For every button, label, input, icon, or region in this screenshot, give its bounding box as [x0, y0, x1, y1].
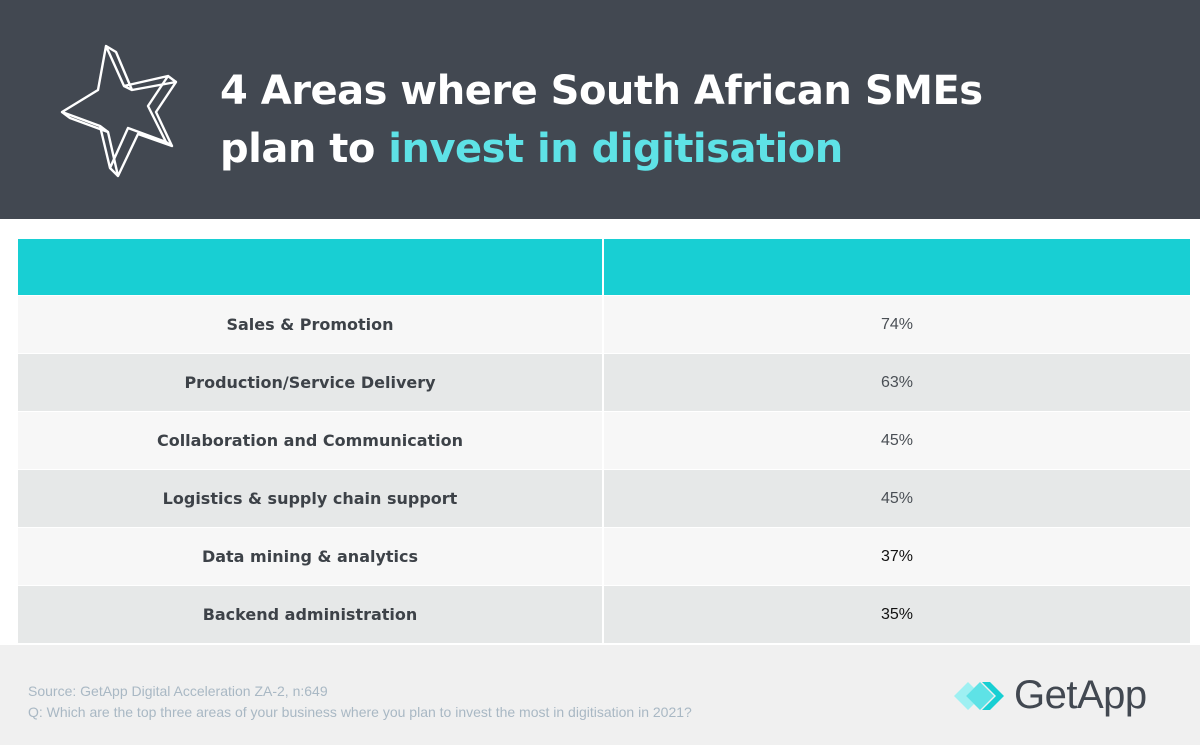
- page-title: 4 Areas where South African SMEs plan to…: [220, 62, 1180, 178]
- row-category: Logistics & supply chain support: [18, 469, 604, 527]
- table-row: Backend administration 35%: [18, 585, 1190, 643]
- table-row: Logistics & supply chain support 45%: [18, 469, 1190, 527]
- row-category: Backend administration: [18, 585, 604, 643]
- header-cell-value: [604, 239, 1190, 295]
- question-text: Q: Which are the top three areas of your…: [28, 704, 692, 720]
- title-line-1: 4 Areas where South African SMEs: [220, 68, 983, 114]
- title-prefix: plan to: [220, 126, 389, 172]
- table-row: Collaboration and Communication 45%: [18, 411, 1190, 469]
- row-value: 45%: [604, 469, 1190, 527]
- star-icon: [60, 44, 178, 178]
- data-table: Sales & Promotion 74% Production/Service…: [18, 239, 1190, 643]
- row-value: 35%: [604, 585, 1190, 643]
- table-row: Production/Service Delivery 63%: [18, 353, 1190, 411]
- table-row: Sales & Promotion 74%: [18, 295, 1190, 353]
- row-value: 37%: [604, 527, 1190, 585]
- row-category: Collaboration and Communication: [18, 411, 604, 469]
- getapp-chevrons-icon: [954, 682, 1004, 710]
- header-banner: 4 Areas where South African SMEs plan to…: [0, 0, 1200, 219]
- row-category: Production/Service Delivery: [18, 353, 604, 411]
- title-line-2: plan to invest in digitisation: [220, 120, 1180, 178]
- source-text: Source: GetApp Digital Acceleration ZA-2…: [28, 683, 328, 699]
- row-value: 45%: [604, 411, 1190, 469]
- table-header-row: [18, 239, 1190, 295]
- footer: Source: GetApp Digital Acceleration ZA-2…: [0, 645, 1200, 745]
- logo-text: GetApp: [1014, 673, 1147, 717]
- row-value: 63%: [604, 353, 1190, 411]
- row-value: 74%: [604, 295, 1190, 353]
- title-highlight: invest in digitisation: [388, 126, 843, 172]
- getapp-logo: GetApp: [954, 673, 1174, 717]
- header-cell-category: [18, 239, 604, 295]
- row-category: Sales & Promotion: [18, 295, 604, 353]
- source-note: Source: GetApp Digital Acceleration ZA-2…: [28, 681, 692, 723]
- row-category: Data mining & analytics: [18, 527, 604, 585]
- table-row: Data mining & analytics 37%: [18, 527, 1190, 585]
